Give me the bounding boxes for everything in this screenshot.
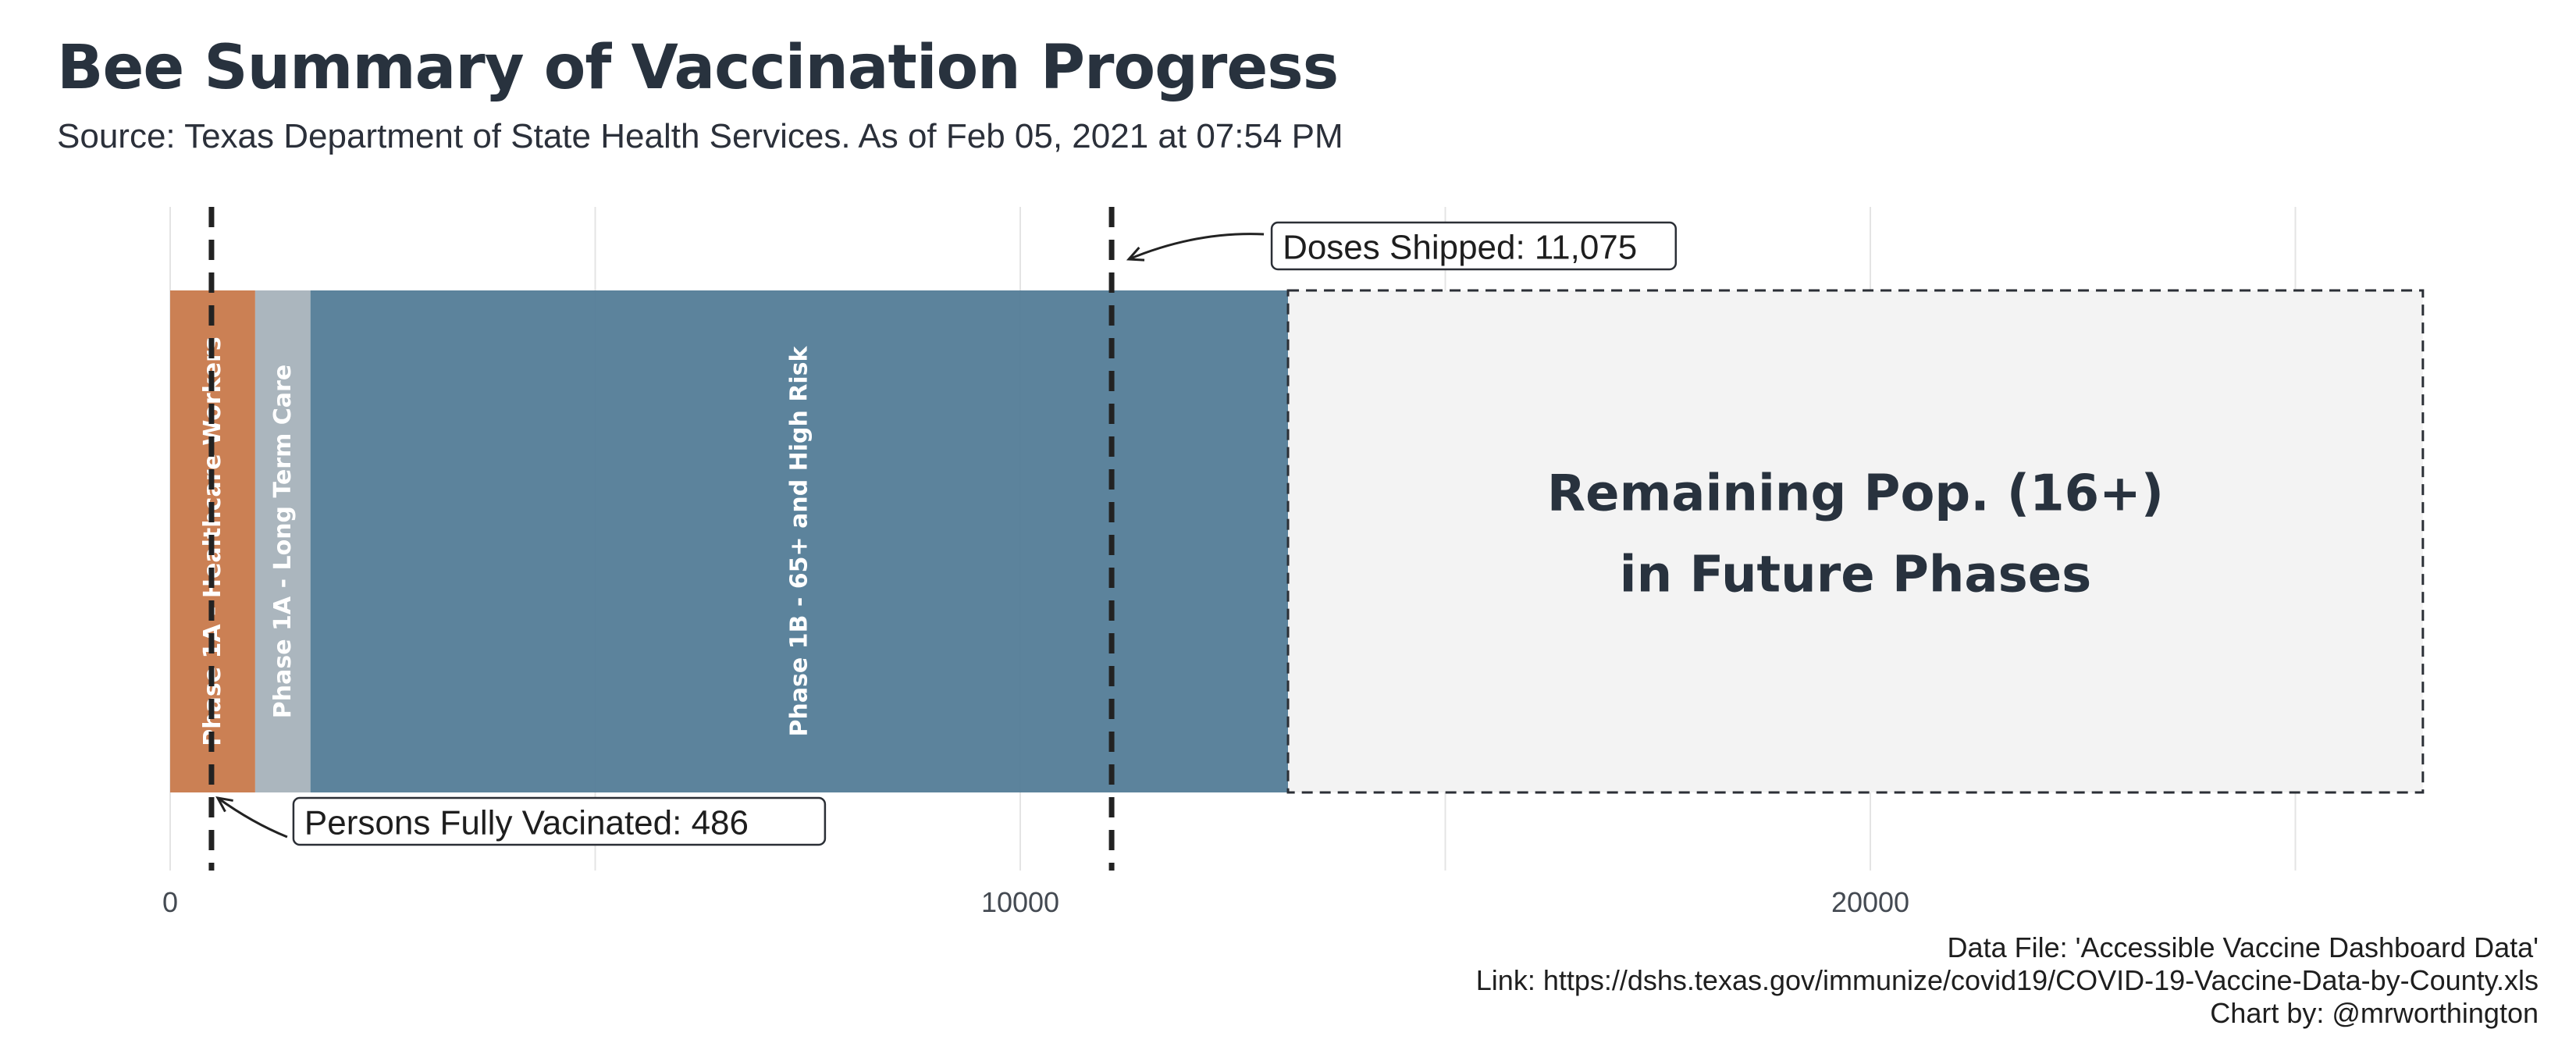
reference-lines: Doses Shipped: 11,075 Persons Fully Vacin…	[208, 207, 1678, 871]
x-axis-ticks: 0 10000 20000	[162, 886, 1909, 918]
annotation-arrow	[1128, 233, 1265, 261]
chart-caption: Data File: 'Accessible Vaccine Dashboard…	[1476, 931, 2539, 1030]
annotation-label: Persons Fully Vacinated: 486	[304, 804, 749, 842]
caption-data-file: Data File: 'Accessible Vaccine Dashboard…	[1947, 931, 2539, 963]
annotation-arrowhead	[1126, 247, 1145, 262]
x-tick-label: 0	[162, 886, 178, 918]
annotation-box	[292, 796, 827, 846]
annotation-label: Doses Shipped: 11,075	[1283, 229, 1637, 267]
annotation-arrow	[217, 796, 288, 839]
caption-link: Link: https://dshs.texas.gov/immunize/co…	[1475, 964, 2539, 996]
segment-label: Phase 1A - Long Term Care	[269, 365, 297, 718]
bar-segment	[254, 290, 311, 792]
stacked-bar	[170, 289, 2425, 794]
chart-title: Bee Summary of Vaccination Progress	[57, 33, 1339, 103]
annotation-box	[1270, 221, 1678, 271]
segment-label: Phase 1B - 65+ and High Risk	[785, 345, 813, 736]
x-tick-label: 10000	[981, 886, 1059, 918]
segment-label: Remaining Pop. (16+) in Future Phases	[1547, 465, 2164, 604]
x-tick-label: 20000	[1831, 886, 1909, 918]
chart-subtitle: Source: Texas Department of State Health…	[57, 117, 1343, 155]
annotation-arrowhead	[215, 796, 233, 813]
caption-credit: Chart by: @mrworthington	[2210, 997, 2539, 1029]
bar-segment	[1286, 289, 2425, 794]
bar-segment	[310, 290, 1289, 792]
